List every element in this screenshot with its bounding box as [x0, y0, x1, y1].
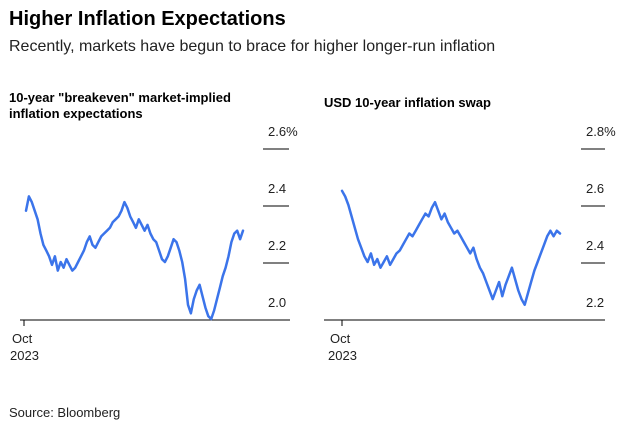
- x-tick-label-month-1: Oct: [12, 331, 33, 346]
- y-tick-label-2-1: 2.6: [586, 181, 604, 196]
- series-line-2: [340, 189, 562, 307]
- y-tick-label-2-2: 2.4: [586, 238, 604, 253]
- panel-2-title: 10-year "breakeven" market-implied USD 1…: [324, 95, 491, 111]
- series-line-1: [24, 195, 245, 321]
- y-tick-label-1-1: 2.4: [268, 181, 286, 196]
- source-note: Source: Bloomberg: [9, 405, 121, 420]
- y-tick-label-1-3: 2.0: [268, 295, 286, 310]
- panel-1-title-line-2: inflation expectations: [9, 106, 143, 121]
- panel-1-title-line-1: 10-year "breakeven" market-implied: [9, 90, 231, 105]
- panel-1-title: 10-year "breakeven" market-implied infla…: [9, 90, 231, 122]
- chart-title: Higher Inflation Expectations: [9, 8, 286, 30]
- x-tick-label-year-2: 2023: [328, 348, 357, 363]
- panel-2-title-text: USD 10-year inflation swap: [324, 95, 491, 110]
- y-tick-label-1-0: 2.6%: [268, 124, 298, 139]
- y-tick-label-2-3: 2.2: [586, 295, 604, 310]
- x-tick-label-year-1: 2023: [10, 348, 39, 363]
- chart-subtitle: Recently, markets have begun to brace fo…: [9, 38, 496, 55]
- y-tick-label-2-0: 2.8%: [586, 124, 616, 139]
- y-tick-label-1-2: 2.2: [268, 238, 286, 253]
- x-tick-label-month-2: Oct: [330, 331, 351, 346]
